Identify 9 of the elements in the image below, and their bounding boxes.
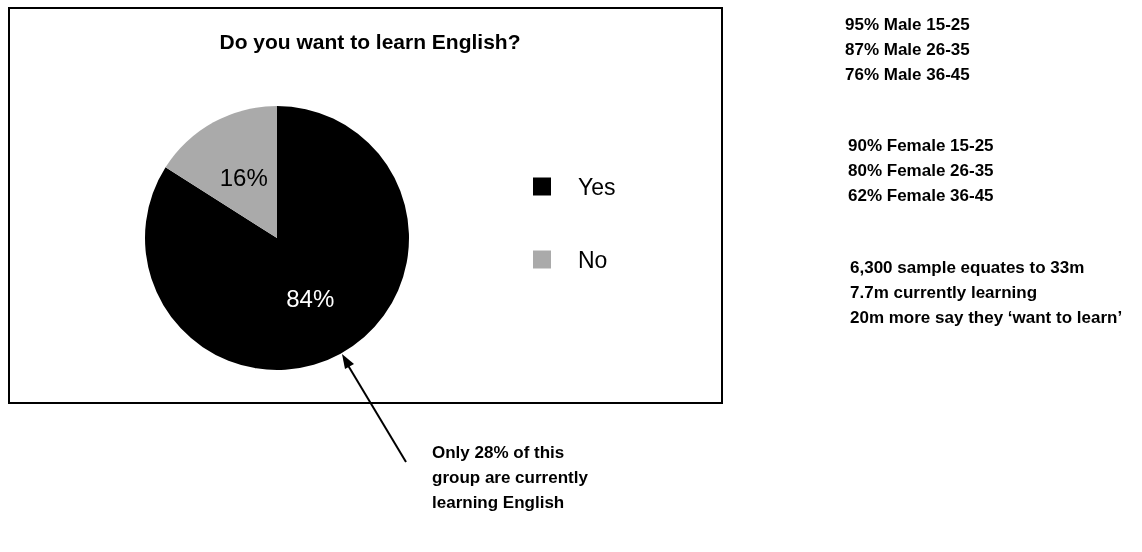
data-label: 84% <box>286 284 335 312</box>
text: 6,300 sample equates to 33m 7.7m currently learning 20m more say they ‘want to learn’ <box>850 258 1123 327</box>
data-label: 16% <box>219 164 268 192</box>
legend-label: Yes <box>578 173 616 200</box>
text: Only 28% of this group are currently learning English <box>432 443 589 512</box>
chart-title: Do you want to learn English? <box>219 30 521 53</box>
legend-label: No <box>578 246 608 273</box>
text: 90% Female 15-25 80% Female 26-35 62% Female 36-45 <box>848 136 994 205</box>
text: 95% Male 15-25 87% Male 26-35 76% Male 36-45 <box>845 15 970 84</box>
